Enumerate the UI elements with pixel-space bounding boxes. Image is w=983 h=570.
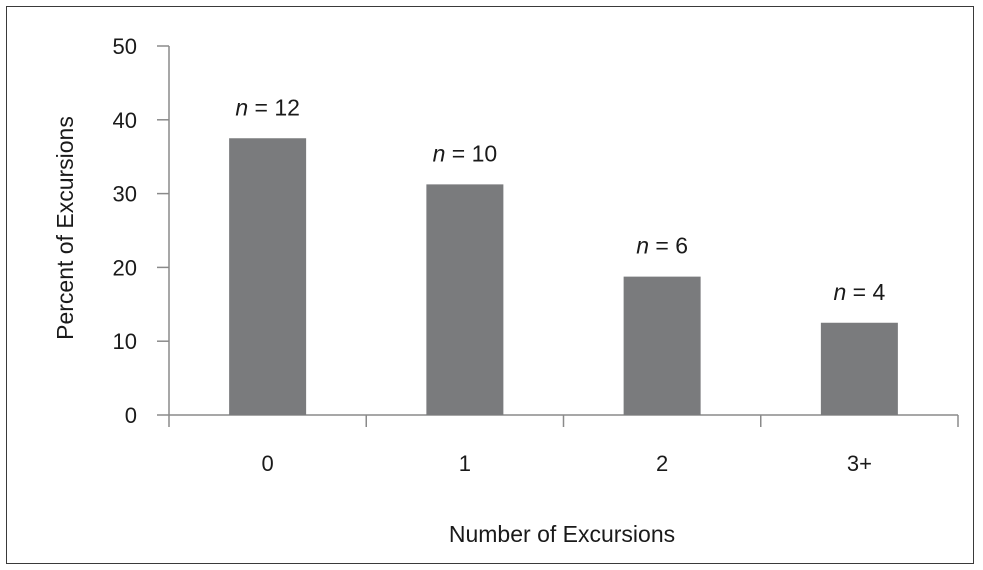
bar bbox=[623, 276, 701, 415]
x-axis-title: Number of Excursions bbox=[449, 521, 675, 547]
labels: 0 10 20 30 40 50 0 n = 12 1 n = 10 2 n = 6 3+ n = 4 bbox=[113, 34, 886, 476]
y-tick-label: 20 bbox=[113, 255, 137, 280]
x-tick-label: 1 bbox=[459, 451, 471, 476]
x-tick-label: 3+ bbox=[847, 451, 872, 476]
x-tick-label: 0 bbox=[262, 451, 274, 476]
bar-data-label: n = 10 bbox=[433, 140, 498, 166]
bar-data-label: n = 6 bbox=[636, 233, 688, 259]
y-tick-label: 10 bbox=[113, 329, 137, 354]
bar bbox=[426, 184, 504, 415]
y-tick-label: 40 bbox=[113, 108, 137, 133]
y-axis-title: Percent of Excursions bbox=[52, 116, 78, 340]
x-tick-label: 2 bbox=[656, 451, 668, 476]
bar-data-label: n = 12 bbox=[235, 94, 300, 120]
bar bbox=[820, 322, 898, 415]
bar bbox=[229, 138, 307, 415]
y-tick-label: 30 bbox=[113, 182, 137, 207]
bars bbox=[229, 138, 898, 415]
y-tick-label: 50 bbox=[113, 34, 137, 59]
y-tick-label: 0 bbox=[125, 403, 137, 428]
bar-data-label: n = 4 bbox=[833, 279, 885, 305]
